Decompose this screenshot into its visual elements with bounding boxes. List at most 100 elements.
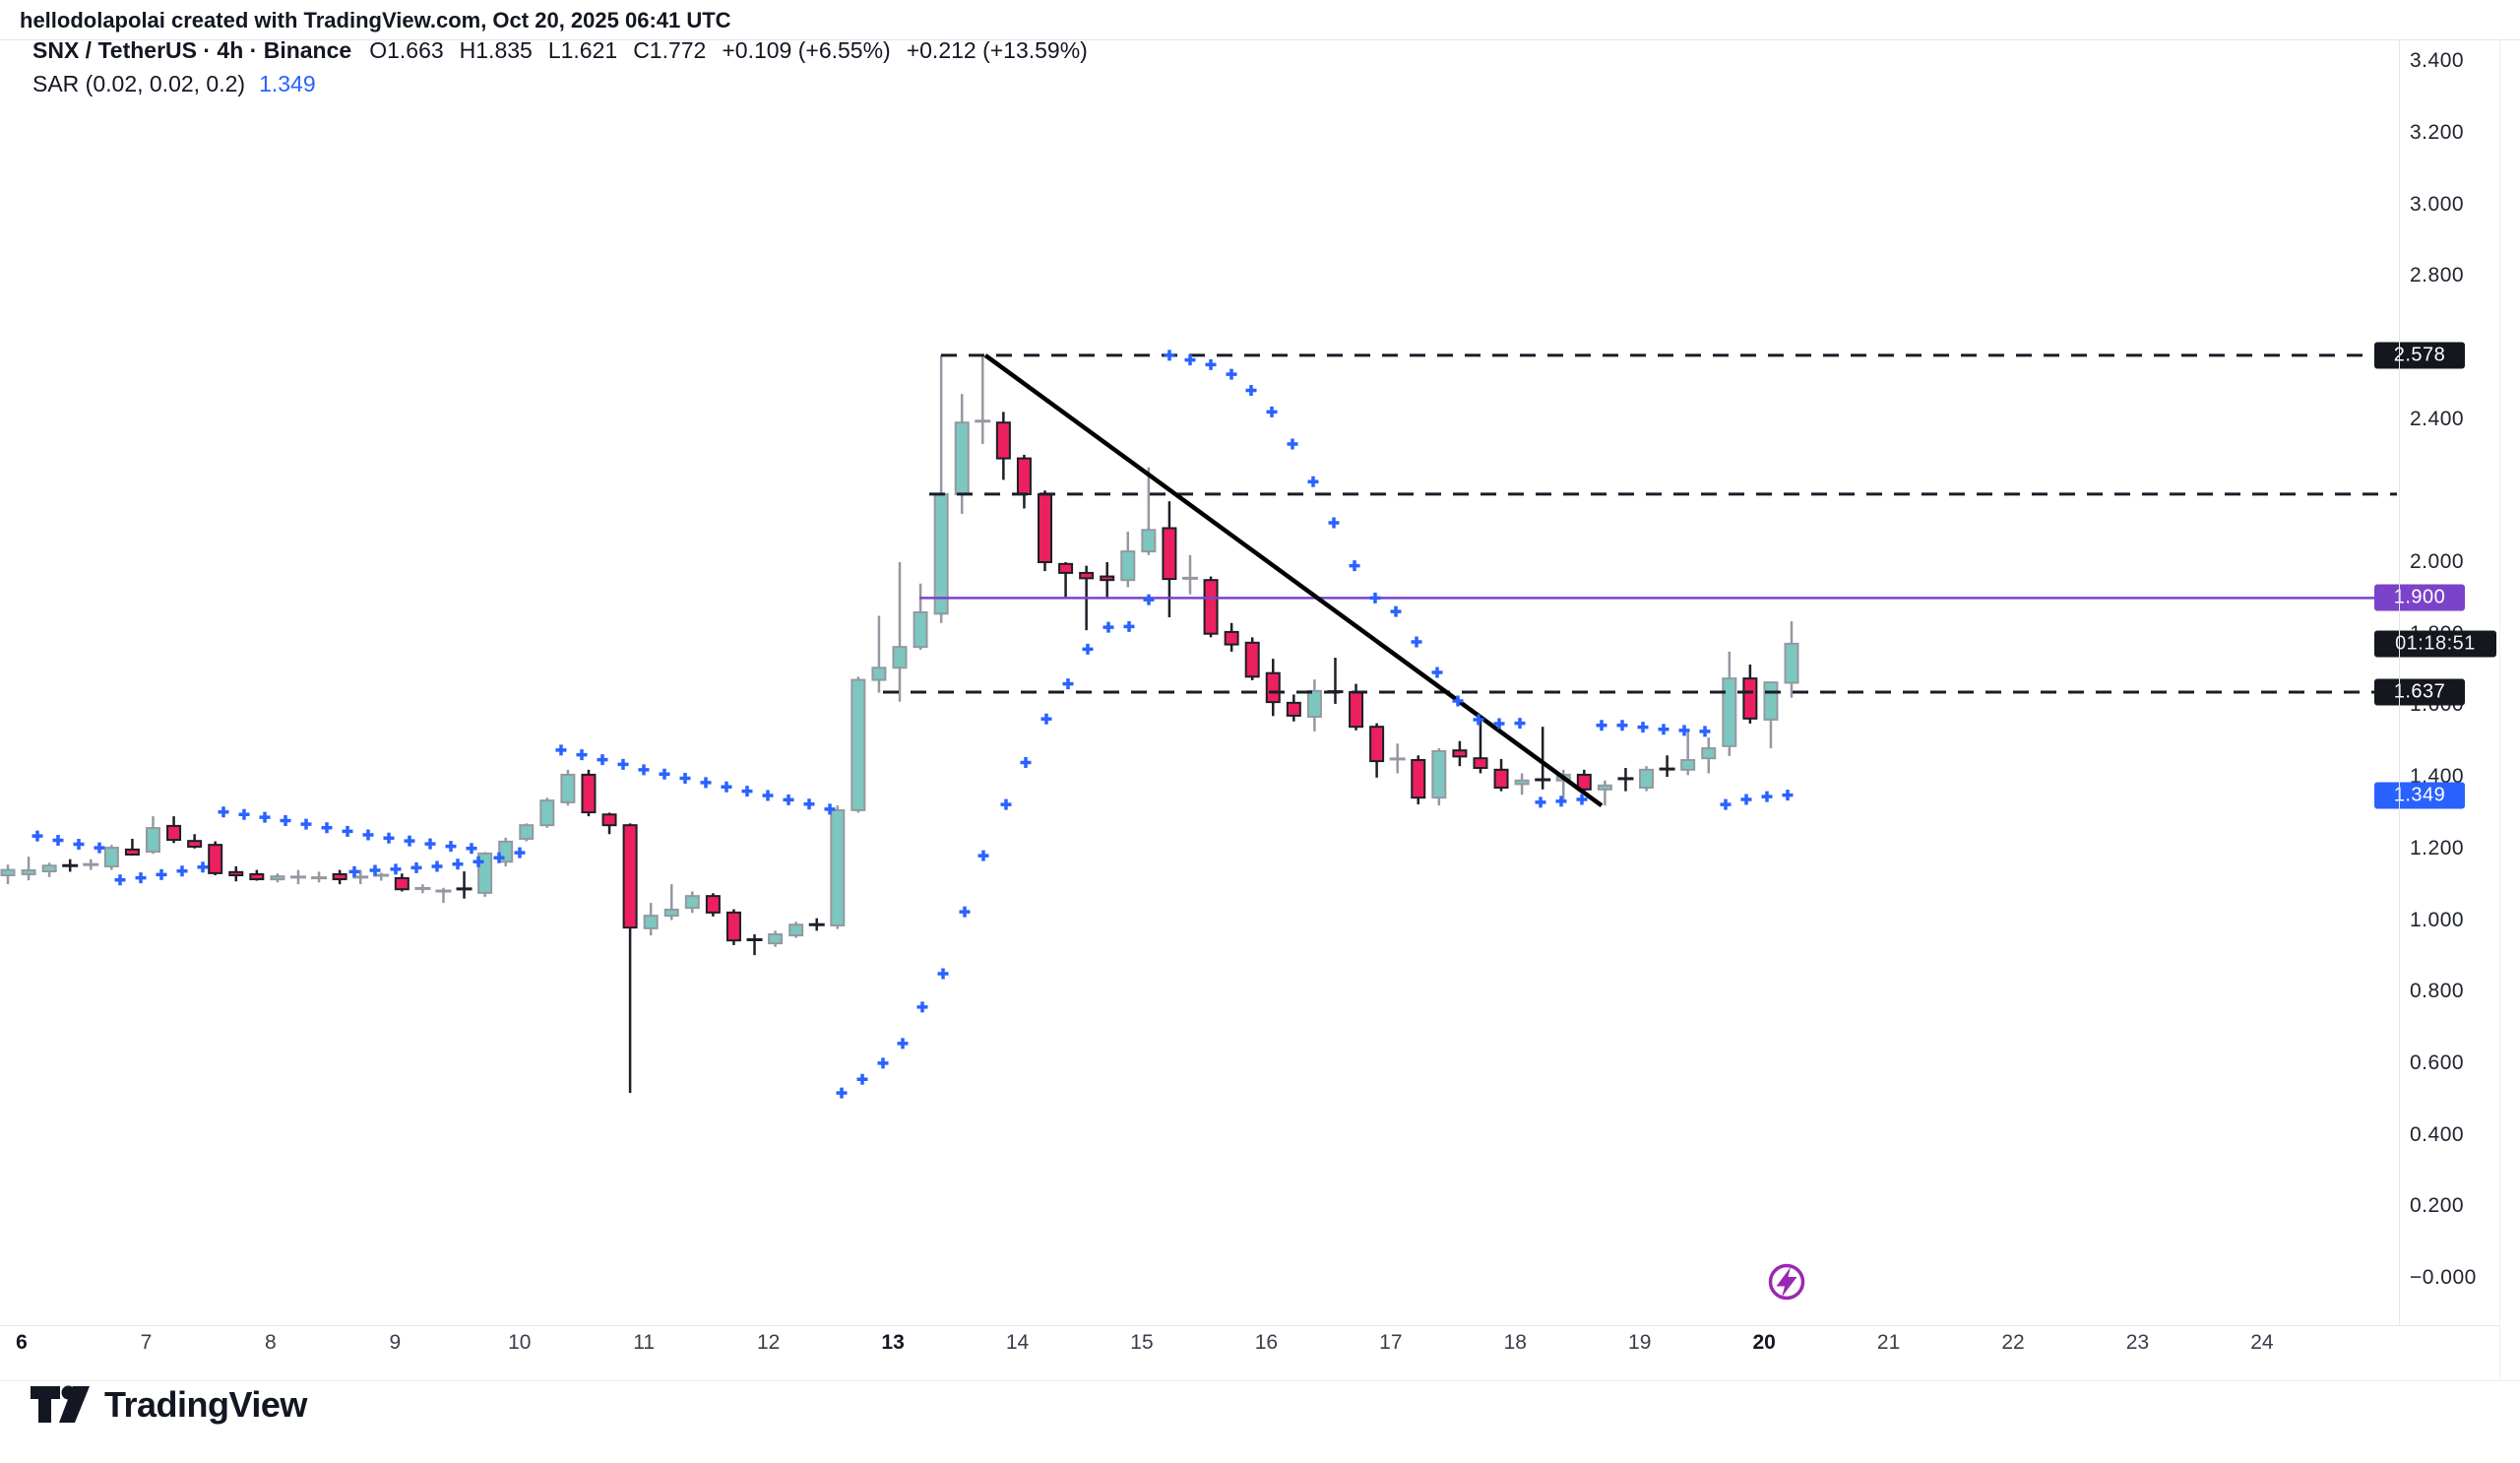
candle-body[interactable] [643,915,659,929]
candle-body[interactable] [332,872,347,881]
doji-open-close[interactable] [62,863,79,867]
candle-body[interactable] [1203,579,1219,635]
candle-body[interactable] [1431,749,1447,799]
candle-body[interactable] [1349,690,1364,729]
candle-body[interactable] [1597,784,1612,791]
lightning-icon[interactable] [1768,1263,1805,1301]
candle-body[interactable] [1784,642,1799,684]
candle-body[interactable] [1120,550,1136,582]
symbol-title[interactable]: SNX / TetherUS · 4h · Binance [32,37,352,63]
doji-open-close[interactable] [289,875,306,879]
doji-open-close[interactable] [373,873,390,877]
sar-dot [390,863,402,875]
candle-body[interactable] [1058,562,1074,574]
candle-body[interactable] [1452,749,1468,758]
candle-body[interactable] [933,492,949,615]
sar-dot [197,861,209,873]
candle-body[interactable] [539,799,555,827]
indicator-name[interactable]: SAR (0.02, 0.02, 0.2) [32,71,246,96]
doji-open-close[interactable] [1659,767,1675,771]
candle-body[interactable] [124,848,140,856]
doji-open-close[interactable] [414,887,431,891]
symbol-legend[interactable]: SNX / TetherUS · 4h · Binance O1.663 H1.83… [32,37,1103,64]
candle-body[interactable] [1473,757,1488,770]
candle-body[interactable] [663,908,679,918]
candle-body[interactable] [1701,747,1717,760]
candle-body[interactable] [270,875,285,881]
candle-body[interactable] [1286,701,1301,717]
tradingview-logo[interactable]: TradingView [30,1383,307,1427]
doji-open-close[interactable] [435,889,452,893]
candle-body[interactable] [892,646,908,669]
candle-body[interactable] [995,421,1011,460]
candle-body[interactable] [871,667,887,681]
candle-body[interactable] [249,872,265,881]
doji-open-close[interactable] [83,862,99,866]
candle-body[interactable] [1224,630,1239,646]
candle-body[interactable] [0,868,16,877]
sar-dot [369,864,381,876]
candle-body[interactable] [519,824,535,840]
candle-body[interactable] [1038,492,1052,563]
time-tick: 13 [881,1331,905,1354]
candle-body[interactable] [228,870,244,877]
doji-open-close[interactable] [975,419,991,423]
candle-body[interactable] [1306,689,1322,719]
candle-body[interactable] [725,911,741,942]
candle-body[interactable] [684,895,700,910]
candle-body[interactable] [1265,671,1281,704]
candle-body[interactable] [1639,768,1655,790]
candle-body[interactable] [1576,773,1592,791]
candle-body[interactable] [394,876,410,891]
candle-body[interactable] [1100,575,1115,582]
candle-body[interactable] [622,824,638,929]
doji-open-close[interactable] [1181,576,1198,580]
indicator-legend[interactable]: SAR (0.02, 0.02, 0.2) 1.349 [32,71,316,97]
doji-open-close[interactable] [1535,778,1551,782]
candle-body[interactable] [103,847,119,867]
candle-body[interactable] [581,773,597,814]
price-tick: 2.800 [2410,264,2465,287]
candle-body[interactable] [21,868,36,875]
candle-body[interactable] [560,773,576,803]
candle-body[interactable] [1493,768,1509,790]
candle-body[interactable] [41,864,57,873]
candle-body[interactable] [705,895,721,914]
candle-body[interactable] [1244,641,1260,678]
candle-body[interactable] [1722,677,1737,747]
candle-body[interactable] [830,808,846,926]
candle-body[interactable] [145,827,160,854]
candle-body[interactable] [1079,571,1095,580]
candle-body[interactable] [788,923,804,937]
trendline-drawing[interactable] [983,353,1604,807]
candle-body[interactable] [1514,779,1530,786]
doji-open-close[interactable] [746,937,763,941]
candle-body[interactable] [850,678,866,811]
candle-body[interactable] [913,610,928,649]
candle-body[interactable] [1016,457,1032,495]
doji-open-close[interactable] [1389,757,1406,761]
doji-open-close[interactable] [808,922,825,926]
candle-body[interactable] [1763,681,1779,721]
candle-body[interactable] [768,933,784,945]
doji-open-close[interactable] [311,876,328,880]
candle-body[interactable] [166,824,182,842]
doji-open-close[interactable] [1617,777,1634,781]
candle-body[interactable] [1162,527,1177,581]
candle-body[interactable] [1369,726,1385,763]
candle-body[interactable] [1680,759,1696,771]
candle-body[interactable] [208,844,223,874]
doji-open-close[interactable] [456,887,472,891]
candle-body[interactable] [1141,529,1157,553]
candle-body[interactable] [1411,759,1426,799]
candle-body[interactable] [187,840,203,848]
candle-body[interactable] [954,421,970,495]
sar-dot [1164,350,1175,361]
sar-dot [721,781,732,793]
doji-open-close[interactable] [352,875,369,879]
ohlc-open: O1.663 [369,37,444,63]
candle-body[interactable] [477,852,493,894]
candle-body[interactable] [601,813,617,827]
candle-body[interactable] [1742,677,1758,720]
